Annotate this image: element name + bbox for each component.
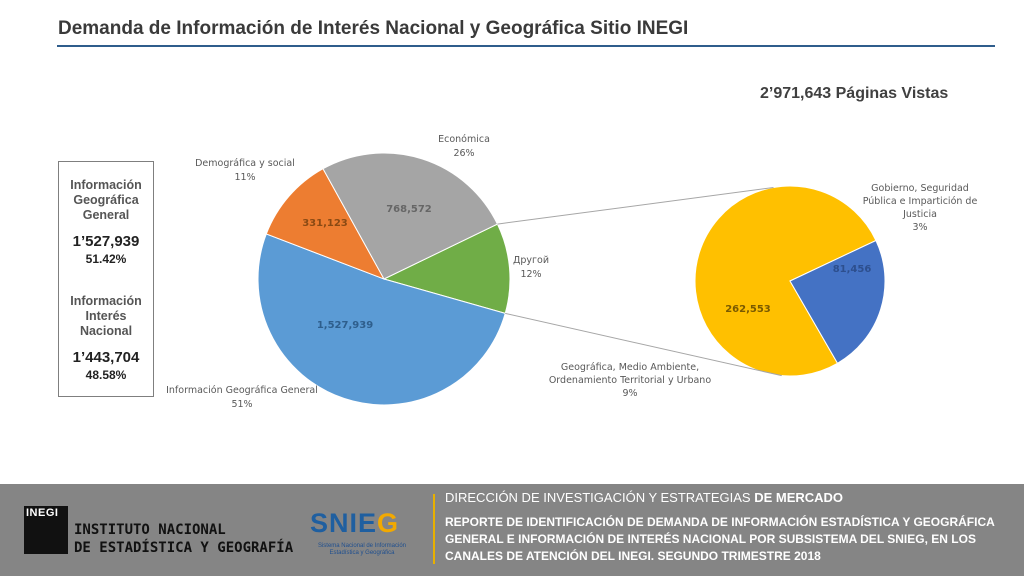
page-title: Demanda de Información de Interés Nacion… xyxy=(58,18,689,39)
institute-name: INSTITUTO NACIONAL DE ESTADÍSTICA Y GEOG… xyxy=(74,521,293,557)
percent-label: 26% xyxy=(453,148,474,159)
snieg-logo: SNIEG xyxy=(310,508,399,539)
connector-line xyxy=(505,312,782,377)
summary-label: Información Geográfica General xyxy=(70,178,142,222)
summary-percent: 51.42% xyxy=(85,252,127,266)
category-label: Demográfica y social xyxy=(195,158,295,169)
pie-slice xyxy=(694,185,877,377)
snieg-subtitle: Sistema Nacional de Información Estadíst… xyxy=(317,543,407,556)
category-label: Geográfica, Medio Ambiente, xyxy=(561,362,699,373)
pie-slice xyxy=(257,233,506,406)
institute-line: DE ESTADÍSTICA Y GEOGRAFÍA xyxy=(74,540,294,556)
direction-bold: DE MERCADO xyxy=(754,490,844,505)
category-label: Justicia xyxy=(902,209,937,220)
percent-label: 9% xyxy=(622,388,637,399)
connector-line xyxy=(497,186,774,225)
category-label: Información Geográfica General xyxy=(166,385,318,396)
snieg-g: G xyxy=(377,508,400,538)
percent-label: 11% xyxy=(234,172,255,183)
category-label: Económica xyxy=(438,134,490,145)
category-label: Ordenamiento Territorial y Urbano xyxy=(549,375,712,386)
data-label: 262,553 xyxy=(725,304,771,315)
data-label: 1,527,939 xyxy=(317,320,373,331)
pie-slice xyxy=(265,168,386,280)
footer-bar xyxy=(0,484,1024,576)
pie-slice xyxy=(322,152,499,280)
footer-direction: DIRECCIÓN DE INVESTIGACIÓN Y ESTRATEGIAS… xyxy=(445,490,843,505)
snieg-text: SNIE xyxy=(310,508,378,538)
footer-report: REPORTE DE IDENTIFICACIÓN DE DEMANDA DE … xyxy=(445,515,995,563)
percent-label: 12% xyxy=(520,269,541,280)
data-label: 331,123 xyxy=(302,218,348,229)
category-label: Pública e Impartición de xyxy=(863,196,978,207)
pie-slice xyxy=(382,223,511,315)
summary-percent: 48.58% xyxy=(85,368,127,382)
summary-label: Información Interés Nacional xyxy=(70,294,142,338)
summary-value: 1’443,704 xyxy=(72,349,140,366)
percent-label: 3% xyxy=(912,222,927,233)
summary-box-geographic: Información Geográfica General 1’527,939… xyxy=(58,161,154,284)
logo-text: INEGI xyxy=(26,507,59,519)
category-label: Другой xyxy=(513,255,549,266)
percent-label: 51% xyxy=(231,399,252,410)
summary-box-national: Información Interés Nacional 1’443,704 4… xyxy=(58,282,154,397)
title-divider xyxy=(57,45,995,47)
institute-line: INSTITUTO NACIONAL xyxy=(74,522,226,538)
pie-slice xyxy=(789,239,886,364)
footer-divider xyxy=(433,494,435,564)
summary-value: 1’527,939 xyxy=(72,233,140,250)
data-label: 81,456 xyxy=(833,264,872,275)
category-label: Gobierno, Seguridad xyxy=(871,183,969,194)
direction-text: DIRECCIÓN DE INVESTIGACIÓN Y ESTRATEGIAS xyxy=(445,490,751,505)
data-label: 768,572 xyxy=(386,204,432,215)
pie-of-pie-chart: 1,527,939 331,123 768,572 262,553 81,456 Info… xyxy=(166,134,978,410)
total-views: 2’971,643 Páginas Vistas xyxy=(760,85,949,102)
inegi-logo: INEGI xyxy=(24,506,68,554)
